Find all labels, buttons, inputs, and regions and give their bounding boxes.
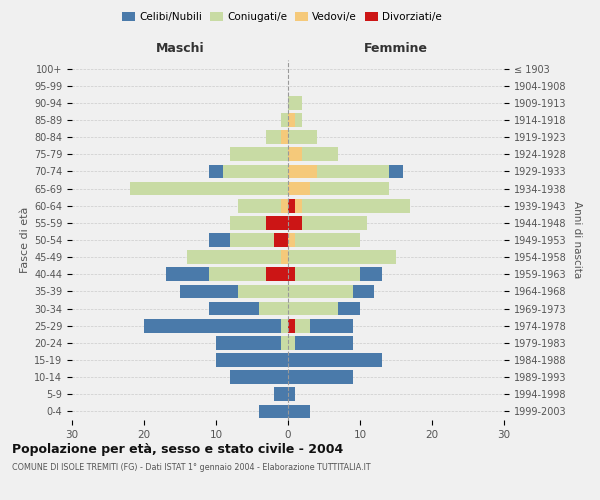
Bar	[230, 216, 266, 230]
Bar	[274, 233, 288, 247]
Bar	[216, 353, 288, 367]
Bar	[302, 148, 338, 161]
Bar	[288, 182, 310, 196]
Bar	[288, 319, 295, 332]
Bar	[338, 302, 360, 316]
Bar	[288, 216, 302, 230]
Bar	[288, 130, 317, 144]
Bar	[288, 199, 295, 212]
Bar	[389, 164, 403, 178]
Bar	[302, 216, 367, 230]
Bar	[281, 113, 288, 127]
Bar	[209, 268, 266, 281]
Bar	[238, 199, 281, 212]
Text: Popolazione per età, sesso e stato civile - 2004: Popolazione per età, sesso e stato civil…	[12, 442, 343, 456]
Bar	[144, 319, 281, 332]
Bar	[353, 284, 374, 298]
Bar	[180, 284, 238, 298]
Bar	[238, 284, 288, 298]
Bar	[295, 268, 360, 281]
Text: Femmine: Femmine	[364, 42, 428, 55]
Bar	[274, 388, 288, 401]
Y-axis label: Anni di nascita: Anni di nascita	[572, 202, 582, 278]
Bar	[281, 319, 288, 332]
Legend: Celibi/Nubili, Coniugati/e, Vedovi/e, Divorziati/e: Celibi/Nubili, Coniugati/e, Vedovi/e, Di…	[118, 8, 446, 26]
Bar	[223, 164, 288, 178]
Bar	[130, 182, 288, 196]
Text: Maschi: Maschi	[155, 42, 205, 55]
Bar	[310, 319, 353, 332]
Bar	[310, 182, 389, 196]
Bar	[360, 268, 382, 281]
Bar	[302, 199, 410, 212]
Bar	[288, 164, 317, 178]
Bar	[295, 199, 302, 212]
Bar	[317, 164, 389, 178]
Y-axis label: Fasce di età: Fasce di età	[20, 207, 30, 273]
Bar	[216, 336, 281, 349]
Text: COMUNE DI ISOLE TREMITI (FG) - Dati ISTAT 1° gennaio 2004 - Elaborazione TUTTITA: COMUNE DI ISOLE TREMITI (FG) - Dati ISTA…	[12, 464, 371, 472]
Bar	[209, 233, 230, 247]
Bar	[230, 370, 288, 384]
Bar	[288, 113, 295, 127]
Bar	[288, 353, 382, 367]
Bar	[295, 113, 302, 127]
Bar	[288, 284, 353, 298]
Bar	[281, 250, 288, 264]
Bar	[288, 250, 396, 264]
Bar	[281, 336, 288, 349]
Bar	[259, 404, 288, 418]
Bar	[288, 370, 353, 384]
Bar	[288, 302, 338, 316]
Bar	[281, 199, 288, 212]
Bar	[266, 130, 281, 144]
Bar	[230, 233, 274, 247]
Bar	[288, 96, 302, 110]
Bar	[288, 268, 295, 281]
Bar	[295, 336, 353, 349]
Bar	[259, 302, 288, 316]
Bar	[209, 302, 259, 316]
Bar	[166, 268, 209, 281]
Bar	[288, 404, 310, 418]
Bar	[266, 216, 288, 230]
Bar	[230, 148, 288, 161]
Bar	[187, 250, 281, 264]
Bar	[288, 388, 295, 401]
Bar	[281, 130, 288, 144]
Bar	[295, 319, 310, 332]
Bar	[295, 233, 360, 247]
Bar	[288, 336, 295, 349]
Bar	[288, 233, 295, 247]
Bar	[288, 148, 302, 161]
Bar	[209, 164, 223, 178]
Bar	[266, 268, 288, 281]
